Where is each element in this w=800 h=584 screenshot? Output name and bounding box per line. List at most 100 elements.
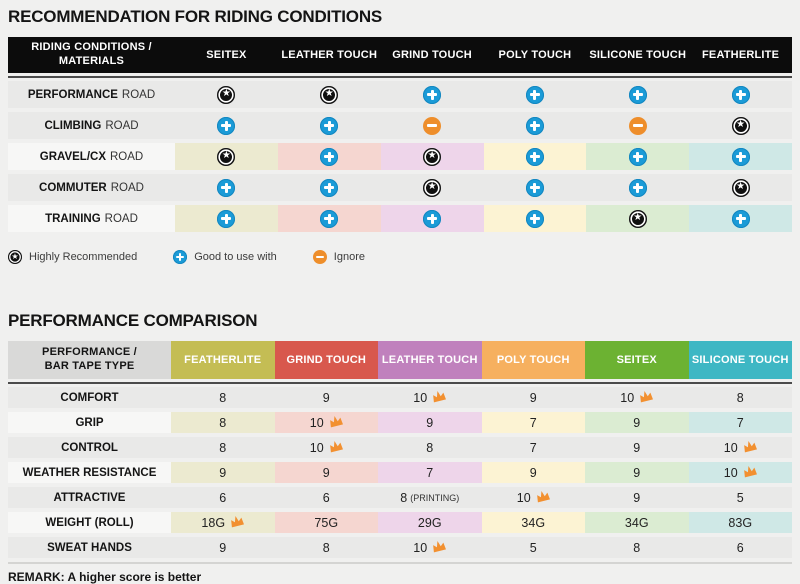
header-rule [8,382,792,384]
row-header-line2: MATERIALS [58,55,125,67]
condition-name: COMMUTER [39,181,107,194]
rating-cell [380,143,484,170]
rating-cell [689,174,792,201]
legend-item-star: Highly Recommended [8,250,137,264]
plus-icon [423,209,442,228]
crown-icon [228,513,245,528]
rating-cell [175,81,278,108]
column-header-seitex: SEITEX [585,341,689,379]
score-value: 9 [426,415,434,430]
rating-cell [689,205,792,232]
score-value: 9 [633,415,641,430]
score-cell: 8 [688,387,792,408]
row-label: WEATHER RESISTANCE [8,462,171,483]
score-cell: 9 [481,387,585,408]
table-row: ATTRACTIVE 6 6 8 (PRINTING) 10 9 5 [8,487,792,508]
score-cell: 9 [585,437,689,458]
row-label: GRIP [8,412,171,433]
condition-suffix: ROAD [104,212,138,225]
remark-text: REMARK: A higher score is better [8,570,202,584]
score-value: 8 [219,440,227,455]
score-cell: 6 [688,537,792,558]
star-icon [320,85,339,104]
score-value: 6 [219,490,227,505]
score-cell: 10 [481,487,585,508]
row-label: TRAINING ROAD [8,205,175,232]
score-cell: 7 [481,437,585,458]
score-cell: 10 [274,437,378,458]
row-label: SWEAT HANDS [8,537,171,558]
riding-conditions-title: RECOMMENDATION FOR RIDING CONDITIONS [8,7,383,26]
score-value: 7 [426,465,434,480]
column-header-leather-touch: LEATHER TOUCH [281,49,378,61]
row-label: GRAVEL/CX ROAD [8,143,175,170]
plus-icon [525,147,544,166]
condition-suffix: ROAD [110,150,144,163]
score-cell: 29G [378,512,482,533]
column-header-featherlite: FEATHERLITE [701,49,780,61]
rating-cell [277,143,381,170]
rating-cell [175,112,278,139]
condition-name: PERFORMANCE [27,88,118,101]
legend-label: Good to use with [194,251,277,263]
rating-cell [175,205,278,232]
score-value: 8 [219,390,227,405]
score-value: 34G [521,515,546,530]
row-label: CLIMBING ROAD [8,112,175,139]
score-value: 10 [723,465,738,480]
star-icon [731,178,750,197]
score-value: 83G [728,515,753,530]
legend-label: Ignore [333,251,365,263]
score-value: 29G [417,515,442,530]
score-cell: 34G [585,512,689,533]
rating-cell [380,81,484,108]
score-value: 9 [322,465,330,480]
table-row: PERFORMANCE ROAD [8,81,792,108]
condition-name: TRAINING [45,212,101,225]
score-value: 9 [529,390,537,405]
score-value: 10 [723,440,738,455]
rating-cell [586,112,690,139]
row-label: COMFORT [8,387,171,408]
rating-cell [277,81,381,108]
row-header-line1: PERFORMANCE / [42,346,137,359]
table-row: GRIP 8 10 9 7 9 7 [8,412,792,433]
rating-cell [586,205,690,232]
rating-cell [586,81,690,108]
score-cell: 9 [171,537,275,558]
score-value: 9 [322,390,330,405]
rating-cell [586,143,690,170]
score-value: 9 [633,490,641,505]
score-cell: 10 [274,412,378,433]
condition-suffix: ROAD [105,119,139,132]
score-value: 6 [736,540,744,555]
score-value: 5 [736,490,744,505]
legend-item-plus: Good to use with [173,250,277,264]
score-note: (PRINTING) [410,492,460,503]
column-header-poly-touch: POLY TOUCH [481,341,585,379]
score-cell: 10 [688,462,792,483]
score-cell: 9 [585,487,689,508]
rating-cell [689,143,792,170]
header-rule [8,76,792,78]
star-icon [628,209,647,228]
row-label: PERFORMANCE ROAD [8,81,175,108]
condition-name: GRAVEL/CX [39,150,106,163]
minus-icon [423,116,442,135]
score-value: 10 [309,440,324,455]
score-cell: 8 [171,387,275,408]
score-value: 18G [201,515,226,530]
rating-cell [689,81,792,108]
score-cell: 9 [378,412,482,433]
crown-icon [430,538,447,553]
score-value: 34G [624,515,649,530]
score-cell: 10 [585,387,689,408]
score-cell: 6 [171,487,275,508]
score-value: 9 [633,465,641,480]
minus-icon [312,250,327,264]
score-value: 10 [620,390,635,405]
score-value: 9 [529,465,537,480]
rating-cell [586,174,690,201]
column-header-leather-touch: LEATHER TOUCH [378,341,482,379]
